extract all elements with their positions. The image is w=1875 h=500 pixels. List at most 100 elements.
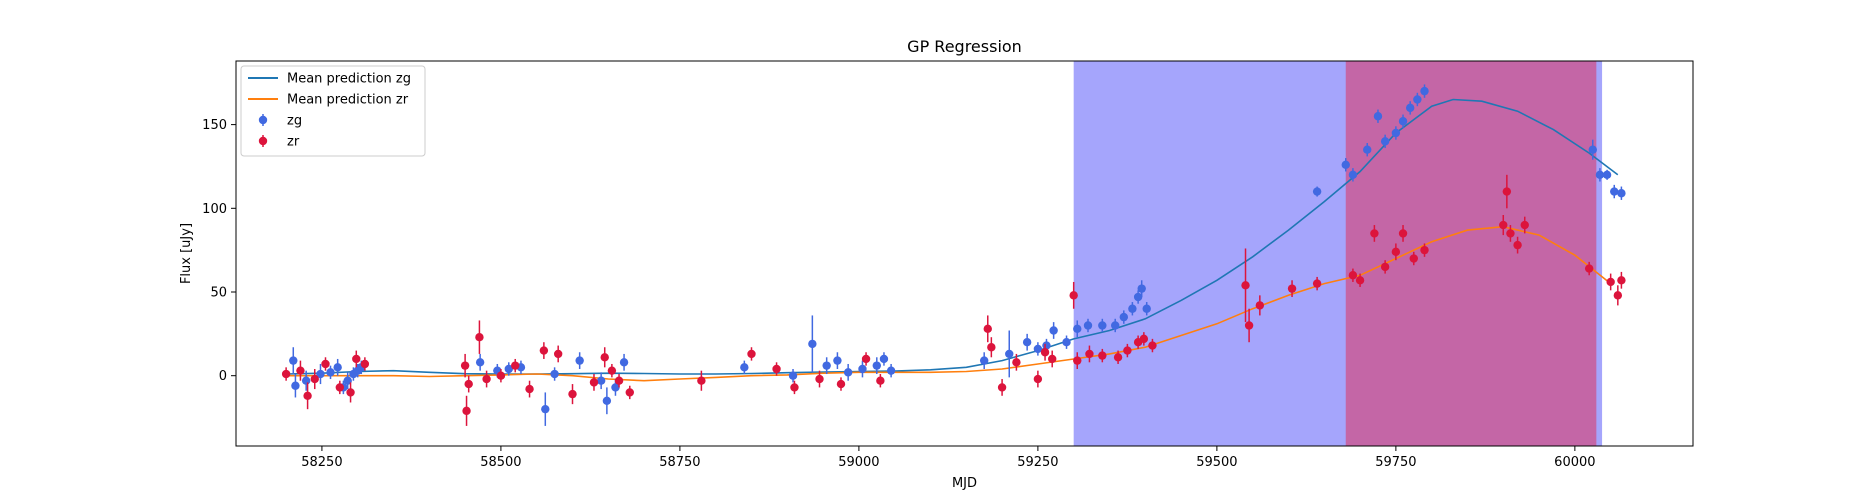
legend-label-mean-zg: Mean prediction zg	[287, 72, 411, 87]
data-point-zr	[815, 370, 824, 388]
data-point-zg	[822, 357, 831, 375]
data-point-zr	[303, 382, 312, 410]
data-point-zr	[1287, 280, 1297, 298]
data-point-zr	[482, 370, 491, 388]
data-point-zg	[843, 363, 853, 381]
data-point-zr	[1617, 271, 1626, 289]
data-point-zr	[475, 320, 484, 354]
data-point-zg	[872, 357, 881, 375]
data-point-zg	[326, 365, 335, 380]
data-point-zr	[511, 358, 520, 373]
data-point-zr	[589, 374, 599, 391]
data-point-zg	[1398, 114, 1408, 128]
data-point-zg	[291, 374, 300, 398]
axes-frame	[235, 60, 1694, 447]
data-point-zr	[1513, 236, 1522, 254]
data-point-zg	[1137, 280, 1146, 298]
data-point-zr	[321, 357, 330, 371]
data-point-zr	[553, 345, 563, 363]
data-point-zg	[1610, 184, 1619, 199]
legend-marker-zg-icon	[258, 114, 268, 126]
data-point-zr	[876, 374, 885, 388]
data-point-zr	[1098, 348, 1107, 363]
data-point-zr	[1255, 295, 1265, 316]
data-point-zr	[1391, 243, 1401, 261]
data-point-zr	[625, 385, 634, 400]
data-point-zg	[858, 360, 867, 378]
x-tick-label: 58750	[659, 455, 700, 470]
data-point-zg	[596, 372, 606, 390]
data-point-zr	[539, 342, 549, 359]
data-point-zg	[1128, 302, 1137, 316]
data-point-zr	[525, 380, 534, 398]
legend-marker-zr-icon	[258, 135, 268, 147]
data-point-zr	[568, 384, 577, 405]
shaded-regions	[1073, 61, 1603, 446]
data-point-zr	[790, 380, 799, 395]
data-point-zg	[343, 372, 352, 390]
x-axis-label: MJD	[952, 476, 977, 491]
legend-label-zr: zr	[287, 135, 300, 150]
x-tick-label: 59500	[1196, 455, 1237, 470]
x-axis-ticks: 58250 58500 58750 59000 59250 59500 59750 60000	[301, 446, 1596, 470]
data-point-zr	[1113, 350, 1123, 364]
chart-title: GP Regression	[907, 37, 1022, 56]
data-point-zg	[1033, 342, 1043, 356]
data-point-zr	[1244, 308, 1254, 343]
y-axis-label: Flux [uJy]	[179, 223, 194, 284]
x-tick-label: 59250	[1017, 455, 1058, 470]
data-point-zr	[1606, 273, 1615, 291]
data-point-zg	[808, 315, 817, 373]
data-point-zr	[1502, 174, 1512, 209]
y-tick-label: 0	[219, 369, 227, 384]
data-point-zr	[1380, 260, 1390, 274]
data-point-zr	[1584, 261, 1594, 276]
data-point-zr	[1148, 338, 1157, 353]
data-point-zr	[1355, 273, 1365, 287]
legend-box	[240, 65, 426, 157]
data-point-zg	[1111, 318, 1120, 333]
data-point-zr	[1499, 215, 1508, 236]
data-point-zg	[550, 367, 559, 381]
data-point-zg	[1413, 92, 1422, 107]
data-point-zg	[1073, 320, 1082, 338]
observation-points	[281, 84, 1626, 426]
data-point-zr	[1370, 225, 1379, 242]
data-point-zr	[987, 337, 996, 358]
data-point-zr	[614, 374, 624, 388]
data-point-zr	[1040, 343, 1050, 361]
x-tick-label: 59000	[838, 455, 879, 470]
data-point-zr	[1409, 251, 1418, 266]
data-point-zg	[788, 369, 798, 383]
data-point-zr	[310, 369, 319, 390]
data-point-zr	[352, 350, 361, 368]
data-point-zg	[1142, 302, 1151, 316]
data-point-zg	[879, 352, 889, 366]
data-point-zg	[886, 363, 896, 378]
data-point-zr	[464, 375, 473, 393]
data-point-zr	[1012, 353, 1021, 371]
data-point-zr	[600, 347, 609, 368]
data-point-zr	[983, 315, 992, 343]
legend: Mean prediction zg Mean prediction zr zg…	[240, 65, 426, 157]
data-point-zr	[335, 380, 345, 395]
data-point-zg	[1083, 318, 1093, 333]
data-point-zg	[1595, 168, 1605, 182]
shaded-region-1	[1345, 61, 1597, 446]
data-point-zg	[1062, 335, 1071, 349]
data-point-zr	[360, 357, 370, 371]
x-tick-label: 59750	[1375, 455, 1416, 470]
data-point-zr	[836, 377, 846, 391]
data-point-zr	[1241, 248, 1250, 323]
data-point-zr	[607, 363, 617, 378]
series-line-1	[286, 225, 1612, 382]
x-tick-label: 60000	[1554, 455, 1595, 470]
data-point-zr	[697, 370, 706, 391]
data-point-zg	[1420, 84, 1429, 98]
data-point-zg	[1049, 322, 1058, 339]
data-point-zg	[979, 352, 989, 369]
data-point-zr	[1348, 268, 1358, 282]
data-point-zr	[772, 362, 781, 376]
data-point-zg	[1098, 318, 1107, 333]
